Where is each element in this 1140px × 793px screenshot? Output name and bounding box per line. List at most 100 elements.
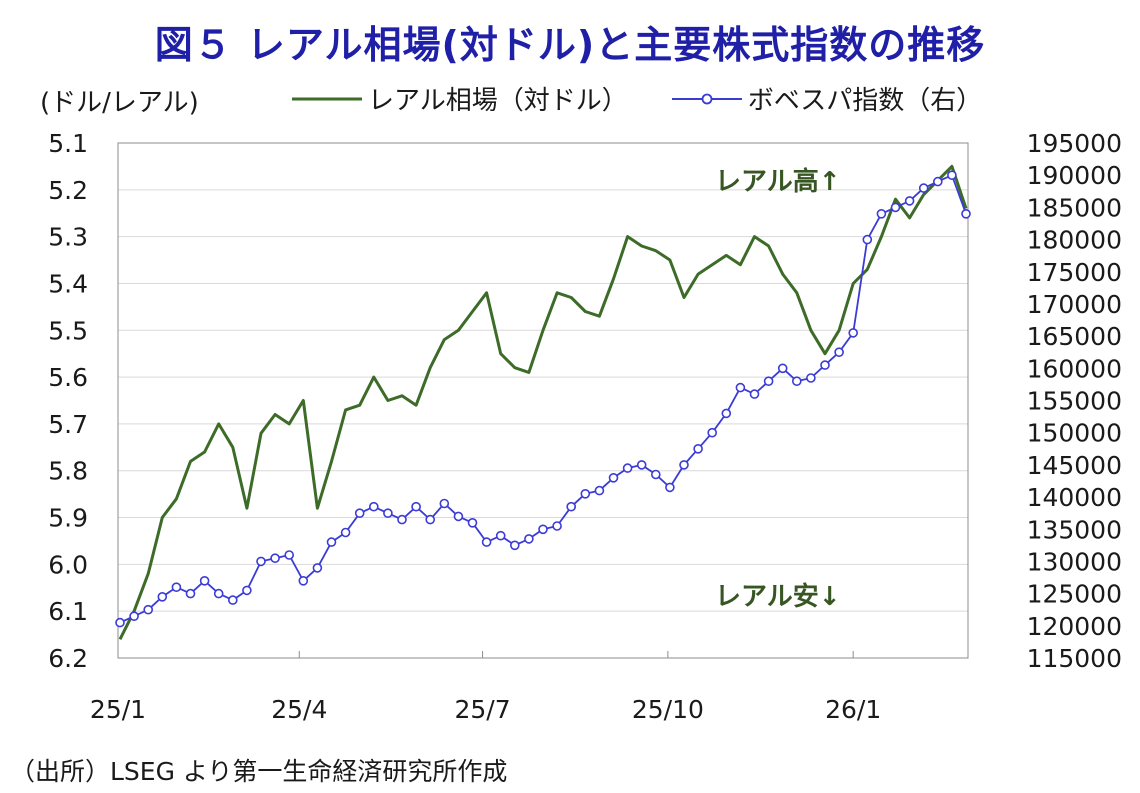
data-point — [425, 514, 436, 525]
data-point — [636, 460, 647, 470]
data-point — [806, 373, 816, 383]
data-point — [129, 611, 139, 622]
x-tick-label: 25/1 — [90, 695, 146, 724]
right-tick-label: 155000 — [1027, 387, 1122, 416]
right-tick-label: 185000 — [1027, 193, 1122, 222]
data-point — [383, 508, 393, 519]
left-tick-label: 5.5 — [48, 316, 88, 345]
legend-line-bovespa — [671, 93, 742, 104]
data-point — [904, 196, 915, 206]
data-point — [312, 563, 323, 573]
data-point — [566, 501, 577, 512]
right-tick-label: 195000 — [1027, 129, 1122, 158]
right-tick-label: 135000 — [1027, 515, 1122, 544]
data-point — [270, 553, 280, 564]
data-point — [143, 604, 153, 615]
source-note: （出所）LSEG より第一生命経済研究所作成 — [10, 757, 508, 786]
right-axis-ticks: 195000 190000 185000 180000 175000 170000 1650… — [1027, 129, 1122, 673]
data-point — [439, 498, 450, 509]
x-tick-label: 25/4 — [271, 695, 327, 724]
data-point — [721, 408, 732, 419]
data-point — [397, 514, 407, 525]
annotation-label: レアル安↓ — [715, 582, 841, 612]
x-tick-label: 25/7 — [455, 695, 511, 724]
x-tick-label: 26/1 — [825, 695, 881, 724]
data-point — [481, 537, 492, 547]
data-point — [707, 427, 718, 438]
right-tick-label: 125000 — [1027, 580, 1122, 609]
data-point — [932, 176, 943, 187]
data-point — [298, 575, 309, 586]
data-point — [495, 530, 506, 541]
data-point — [665, 482, 675, 493]
right-tick-label: 160000 — [1027, 354, 1122, 383]
data-point — [538, 524, 548, 535]
data-point — [242, 585, 252, 596]
data-point — [368, 501, 379, 512]
data-point — [340, 527, 351, 538]
left-tick-label: 6.2 — [48, 644, 88, 673]
data-point — [524, 534, 534, 544]
series-line — [119, 174, 967, 624]
annotation-label: レアル高↑ — [715, 166, 841, 197]
data-point — [171, 582, 182, 593]
legend-label-real: レアル相場（対ドル） — [368, 86, 628, 116]
data-point — [115, 617, 125, 628]
gridlines — [118, 189, 968, 612]
left-tick-label: 5.7 — [48, 410, 88, 439]
right-tick-label: 120000 — [1027, 612, 1122, 641]
data-point — [679, 460, 689, 470]
x-axis-ticks: 25/1 25/4 25/7 25/10 26/1 — [90, 651, 881, 724]
data-point — [947, 170, 957, 180]
data-point — [354, 508, 365, 519]
annotations: レアル高↑ レアル安↓ — [715, 166, 841, 612]
data-point — [749, 389, 760, 399]
data-point — [228, 595, 238, 605]
data-point — [918, 183, 929, 193]
legend: レアル相場（対ドル） ボベスパ指数（右） — [292, 80, 1026, 117]
data-point — [453, 511, 464, 522]
data-point — [961, 209, 971, 219]
chart-title: 図５ レアル相場(対ドル)と主要株式指数の推移 — [154, 23, 986, 67]
data-point — [890, 202, 901, 213]
data-point — [326, 537, 337, 547]
series-real — [118, 164, 968, 640]
right-tick-label: 180000 — [1027, 226, 1122, 255]
plot-frame — [117, 142, 969, 659]
data-point — [284, 550, 295, 560]
left-tick-label: 6.1 — [48, 597, 88, 626]
data-point — [693, 443, 703, 454]
data-point — [411, 501, 421, 512]
data-point — [580, 488, 591, 499]
left-tick-label: 6.0 — [48, 550, 88, 579]
data-point — [791, 376, 802, 387]
data-point — [834, 347, 844, 358]
legend-line-real — [292, 97, 362, 100]
data-point — [185, 588, 196, 599]
data-point — [199, 575, 210, 586]
data-point — [157, 591, 168, 602]
right-tick-label: 170000 — [1027, 290, 1122, 319]
right-tick-label: 145000 — [1027, 451, 1122, 480]
legend-item-bovespa: ボベスパ指数（右） — [671, 80, 983, 117]
left-tick-label: 5.6 — [48, 363, 88, 392]
series-bovespa — [115, 170, 971, 628]
legend-label-bovespa: ボベスパ指数（右） — [747, 86, 983, 116]
data-point — [552, 521, 562, 531]
right-tick-label: 140000 — [1027, 483, 1122, 512]
data-point — [650, 469, 661, 480]
data-point — [467, 517, 478, 528]
data-point — [848, 328, 859, 338]
series-line — [118, 164, 968, 640]
data-point — [862, 234, 873, 245]
data-point — [608, 472, 619, 483]
left-tick-label: 5.4 — [48, 269, 88, 298]
data-point — [213, 588, 224, 599]
left-axis-ticks: 5.1 5.2 5.3 5.4 5.5 5.6 5.7 5.8 5.9 6.0 6.1 6.2 — [48, 129, 88, 673]
data-point — [622, 463, 633, 473]
left-axis-unit: (ドル/レアル) — [40, 88, 199, 118]
right-tick-label: 175000 — [1027, 258, 1122, 287]
left-tick-label: 5.2 — [48, 176, 88, 205]
data-point — [594, 485, 605, 496]
